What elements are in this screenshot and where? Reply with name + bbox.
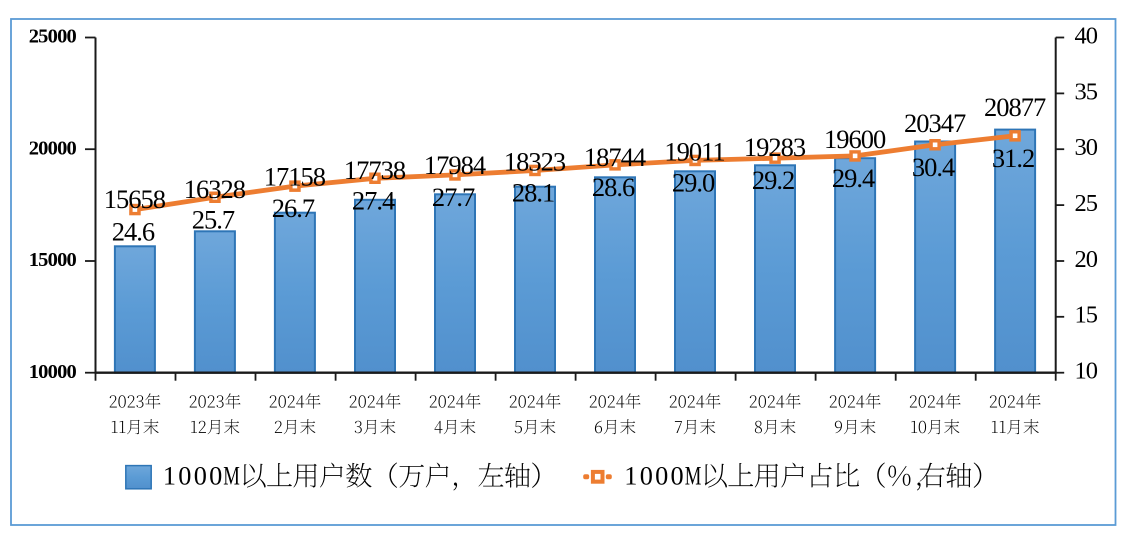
svg-text:15658: 15658 [104,184,166,214]
svg-text:19600: 19600 [824,124,886,154]
svg-text:25: 25 [1075,190,1098,217]
svg-text:24.6: 24.6 [112,217,155,247]
svg-text:15: 15 [1075,302,1098,329]
svg-text:35: 35 [1075,78,1098,105]
svg-text:20347: 20347 [904,108,966,138]
svg-text:29.2: 29.2 [752,165,794,195]
svg-text:19283: 19283 [744,132,806,162]
svg-text:27.4: 27.4 [352,185,395,215]
svg-text:20877: 20877 [984,92,1046,122]
svg-text:40: 40 [1075,22,1098,49]
svg-text:31.2: 31.2 [992,143,1034,173]
svg-text:29.0: 29.0 [672,167,715,197]
svg-text:15000: 15000 [29,249,77,271]
svg-text:29.4: 29.4 [832,163,875,193]
svg-text:18323: 18323 [504,147,566,177]
svg-text:30.4: 30.4 [912,152,955,182]
svg-text:19011: 19011 [664,136,724,166]
svg-text:28.6: 28.6 [592,172,635,202]
svg-text:17984: 17984 [424,150,486,180]
svg-text:17738: 17738 [344,155,406,185]
svg-text:16328: 16328 [184,174,246,204]
svg-text:25000: 25000 [29,26,77,48]
svg-text:10000: 10000 [29,361,77,383]
svg-text:25.7: 25.7 [192,204,235,234]
svg-text:18744: 18744 [584,142,646,172]
svg-text:17158: 17158 [264,162,326,192]
svg-text:10: 10 [1075,358,1098,385]
svg-text:M: M [223,462,240,491]
svg-text:20: 20 [1075,246,1098,273]
svg-text:M: M [685,462,702,491]
svg-text:20000: 20000 [29,137,77,159]
svg-text:27.7: 27.7 [432,182,475,212]
svg-text:28.1: 28.1 [512,178,554,208]
svg-text:30: 30 [1075,134,1098,161]
svg-text:26.7: 26.7 [272,193,315,223]
